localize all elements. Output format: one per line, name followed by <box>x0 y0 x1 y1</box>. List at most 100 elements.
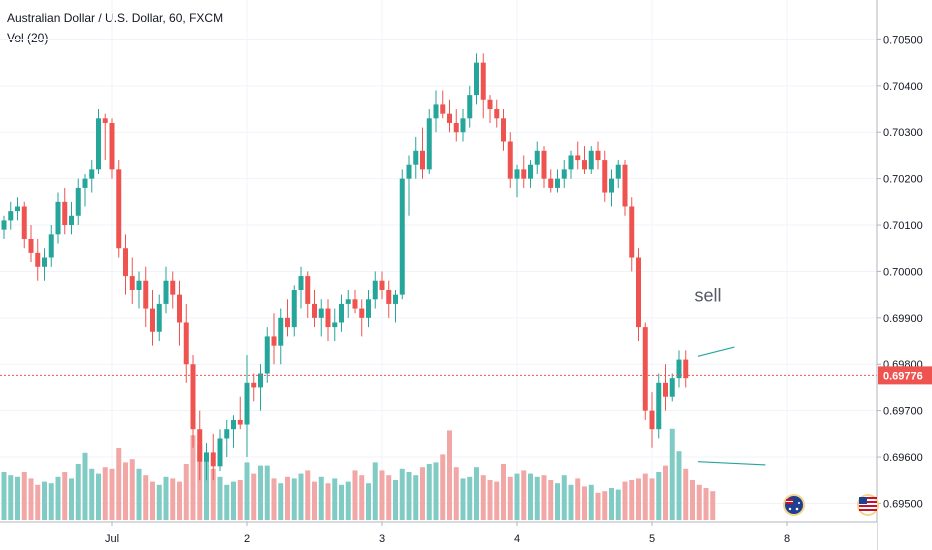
volume-bars <box>1 428 716 520</box>
candle-body <box>507 141 513 179</box>
candle-body <box>460 118 466 133</box>
candle-body <box>237 419 243 425</box>
candle-body <box>210 452 216 467</box>
candle-body <box>224 429 230 439</box>
time-axis-label: 2 <box>244 533 250 545</box>
candle-body <box>136 280 142 290</box>
time-axis-label: 5 <box>649 533 655 545</box>
volume-bar <box>460 478 466 520</box>
time-axis[interactable] <box>0 522 877 550</box>
candle-body <box>1 220 7 230</box>
volume-bar <box>656 472 662 520</box>
candle-body <box>447 113 452 123</box>
candle-body <box>150 308 155 332</box>
volume-bar <box>48 483 54 520</box>
candle-body <box>602 160 608 193</box>
candle-body <box>629 206 635 258</box>
volume-bar <box>156 484 162 520</box>
candle-body <box>285 317 290 328</box>
volume-bar <box>636 478 641 520</box>
trend-annotations[interactable] <box>697 346 766 466</box>
candle-body <box>305 276 311 304</box>
candle-body <box>28 238 34 253</box>
volume-bar <box>204 459 209 520</box>
candle-body <box>190 364 196 430</box>
candle-body <box>89 169 95 179</box>
chart-title: Australian Dollar / U.S. Dollar, 60, FXC… <box>7 11 224 25</box>
candle-body <box>264 336 270 374</box>
volume-bar <box>467 476 473 520</box>
volume-bar <box>210 468 216 520</box>
volume-bar <box>21 472 27 520</box>
volume-bar <box>8 475 14 520</box>
volume-bar <box>109 468 115 520</box>
candle-body <box>96 118 101 170</box>
price-axis-label: 0.69700 <box>883 406 923 418</box>
volume-bar <box>251 473 257 520</box>
volume-bar <box>285 476 290 520</box>
price-axis-label: 0.69900 <box>883 313 923 325</box>
volume-bar <box>609 488 614 520</box>
volume-bar <box>237 480 243 520</box>
volume-bar <box>123 462 128 520</box>
volume-bar <box>183 464 189 520</box>
candle-body <box>102 118 108 123</box>
candle-body <box>615 164 621 179</box>
volume-bar <box>602 491 608 520</box>
candle-body <box>15 206 20 212</box>
candle-body <box>636 257 641 328</box>
candle-body <box>555 178 560 188</box>
candle-body <box>669 378 675 397</box>
candle-body <box>197 429 203 462</box>
volume-bar <box>325 483 331 520</box>
price-axis-label: 0.70300 <box>883 127 923 139</box>
candle-body <box>116 169 122 249</box>
volume-indicator-label: Vol (20) <box>7 31 49 45</box>
current-price-label: 0.69776 <box>883 370 923 382</box>
volume-bar <box>372 462 378 520</box>
price-axis-label: 0.69600 <box>883 452 923 464</box>
candlesticks <box>1 53 689 481</box>
candle-body <box>339 303 344 323</box>
candle-body <box>318 308 324 318</box>
candle-body <box>156 303 162 332</box>
volume-bar <box>305 470 311 520</box>
volume-bar <box>514 473 520 520</box>
volume-bar <box>318 476 324 520</box>
candle-body <box>271 336 277 346</box>
candle-body <box>163 280 169 304</box>
volume-bar <box>291 478 297 520</box>
volume-bar <box>480 475 486 520</box>
volume-bar <box>258 465 263 520</box>
candle-body <box>501 118 506 142</box>
trend-line <box>697 461 766 466</box>
candle-body <box>366 299 371 318</box>
volume-bar <box>433 462 439 520</box>
candle-body <box>683 359 689 379</box>
volume-bar <box>116 448 122 520</box>
candle-body <box>123 248 128 277</box>
candle-body <box>48 234 54 258</box>
volume-bar <box>447 430 452 520</box>
volume-bar <box>332 478 338 520</box>
volume-bar <box>622 481 628 520</box>
usa-flag-icon[interactable] <box>857 494 879 516</box>
time-axis-label: 3 <box>379 533 385 545</box>
volume-bar <box>345 481 351 520</box>
candle-body <box>183 322 189 365</box>
volume-bar <box>406 472 412 520</box>
volume-bar <box>474 467 479 520</box>
volume-bar <box>629 480 635 520</box>
current-price-tag: 0.69776 <box>878 366 932 385</box>
grid-lines <box>0 0 877 522</box>
australia-flag-icon[interactable] <box>783 494 805 516</box>
candle-body <box>332 322 338 328</box>
volume-bar <box>15 476 20 520</box>
time-axis-labels: Jul 2 3 4 5 8 <box>105 522 790 545</box>
candle-body <box>588 150 594 170</box>
candle-body <box>541 150 547 179</box>
price-axis[interactable] <box>877 0 932 550</box>
candle-body <box>75 187 81 216</box>
volume-bar <box>595 492 601 520</box>
